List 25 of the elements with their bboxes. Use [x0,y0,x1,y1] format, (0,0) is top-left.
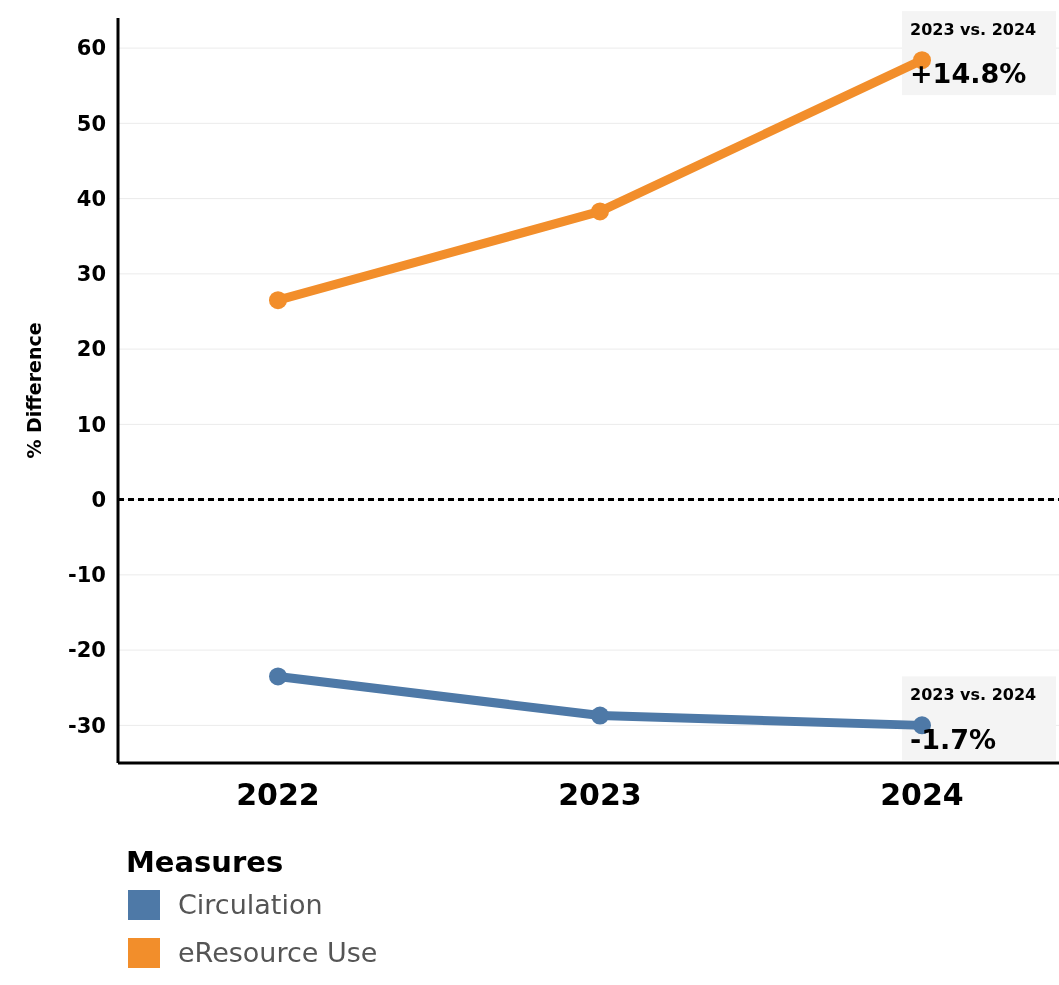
y-tick-label: -10 [68,563,106,588]
legend-label: Circulation [178,889,323,921]
x-tick-label: 2024 [880,777,964,812]
y-tick-label: 20 [76,337,106,362]
annotation: +14.8% [910,58,1027,90]
point [269,291,287,310]
y-tick-label: -30 [68,713,106,738]
y-tick-label: 60 [76,36,106,61]
legend-label: eResource Use [178,937,378,969]
point [591,202,609,221]
y-tick-label: 30 [76,262,106,287]
x-tick-label: 2023 [558,777,642,812]
annotation: 2023 vs. 2024 [910,19,1037,39]
y-tick-label: 40 [76,186,106,211]
y-axis-title: % Difference [23,322,45,459]
point [591,706,609,725]
y-tick-label: 10 [76,412,106,437]
annotation: 2023 vs. 2024 [910,684,1037,704]
y-tick-label: -20 [68,638,106,663]
y-tick-label: 0 [91,487,106,512]
point [269,667,287,686]
legend-title: Measures [126,845,284,879]
x-tick-label: 2022 [236,777,320,812]
annotation: -1.7% [910,723,997,755]
y-tick-label: 50 [76,111,106,136]
